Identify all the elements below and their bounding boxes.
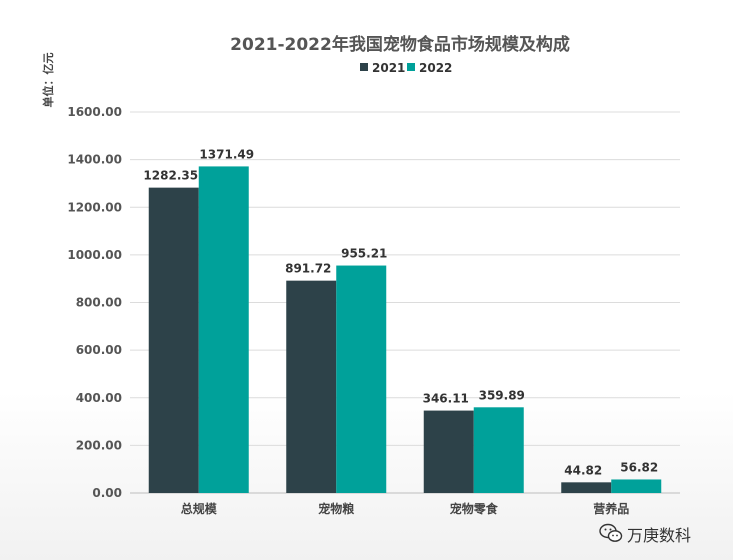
y-tick-label: 1600.00 <box>67 105 122 119</box>
bar-2022 <box>473 407 524 493</box>
legend-label-2021: 2021 <box>372 61 405 75</box>
data-label-2021: 891.72 <box>285 262 331 276</box>
bar-2021 <box>423 410 474 493</box>
x-tick-label: 总规模 <box>181 501 218 516</box>
watermark: 万庚数科 <box>599 523 691 545</box>
data-label-2021: 346.11 <box>423 392 469 406</box>
y-tick-label: 1400.00 <box>67 153 122 167</box>
legend-swatch-2021 <box>360 63 368 71</box>
watermark-text: 万庚数科 <box>627 526 691 545</box>
y-tick-label: 200.00 <box>76 438 122 452</box>
y-tick-label: 1000.00 <box>67 248 122 262</box>
y-axis-unit-label: 单位：亿元 <box>41 53 55 108</box>
y-tick-label: 800.00 <box>76 296 122 310</box>
x-tick-label: 宠物零食 <box>450 501 499 516</box>
bar-2021 <box>286 280 337 493</box>
data-label-2021: 44.82 <box>564 463 602 477</box>
y-tick-label: 0.00 <box>92 486 122 500</box>
data-label-2022: 359.89 <box>479 388 525 402</box>
y-tick-label: 1200.00 <box>67 200 122 214</box>
bar-2022 <box>198 166 249 493</box>
data-label-2022: 1371.49 <box>199 147 254 161</box>
legend-swatch-2022 <box>407 63 415 71</box>
wechat-icon <box>599 523 623 542</box>
x-tick-label: 宠物粮 <box>318 501 354 516</box>
bar-2022 <box>611 479 662 493</box>
bars <box>148 166 662 493</box>
bar-2022 <box>336 265 387 493</box>
chart-title: 2021-2022年我国宠物食品市场规模及构成 <box>230 34 570 55</box>
bar-2021 <box>148 187 199 493</box>
y-tick-label: 600.00 <box>76 343 122 357</box>
x-tick-label: 营养品 <box>593 501 629 516</box>
legend-label-2022: 2022 <box>419 61 452 75</box>
data-label-2022: 56.82 <box>620 460 658 474</box>
data-label-2021: 1282.35 <box>143 169 198 183</box>
legend: 2021 2022 <box>360 61 452 75</box>
y-tick-label: 400.00 <box>76 391 122 405</box>
bar-2021 <box>561 482 612 493</box>
x-axis-ticks: 总规模 宠物粮 宠物零食 营养品 <box>181 501 630 516</box>
y-axis-ticks: 0.00 200.00 400.00 600.00 800.00 1000.00 1200.… <box>67 105 122 500</box>
data-label-2022: 955.21 <box>341 247 387 261</box>
